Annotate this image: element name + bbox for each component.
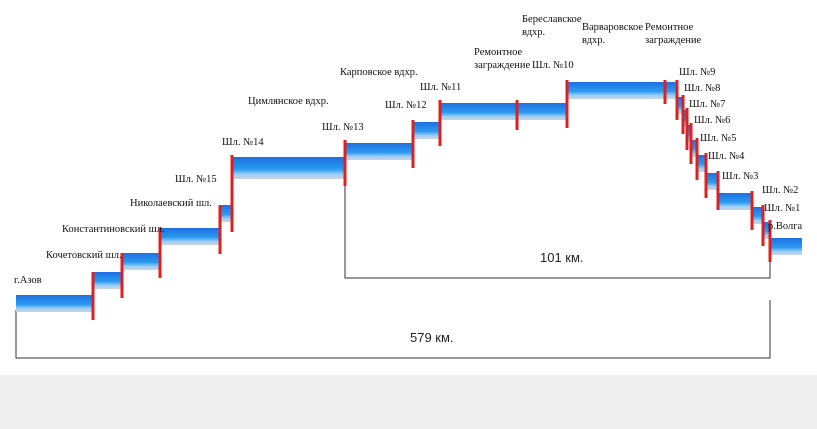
steps <box>16 80 802 320</box>
station-label: Цимлянское вдхр. <box>248 96 329 107</box>
footer-band <box>0 375 817 429</box>
station-label: Шл. №10 <box>532 60 574 71</box>
water-level <box>232 157 345 179</box>
station-label: Николаевский шл. <box>130 198 212 209</box>
bracket-101 <box>344 160 771 279</box>
water-level <box>220 205 232 222</box>
station-label: Шл. №5 <box>700 133 736 144</box>
station-label: вдхр. <box>582 35 605 46</box>
station-label: Шл. №13 <box>322 122 364 133</box>
water-level <box>122 253 160 270</box>
station-label: Шл. №6 <box>694 115 730 126</box>
water-level <box>697 155 706 172</box>
labels: г.Азов Кочетовский шл. Константиновский шл… <box>14 14 803 345</box>
water-level <box>763 222 770 239</box>
station-label: Карповское вдхр. <box>340 67 418 78</box>
water-level <box>16 295 93 312</box>
station-label: Шл. №4 <box>708 151 745 162</box>
station-label: Шл. №11 <box>420 82 461 93</box>
station-label: Шл. №3 <box>722 171 758 182</box>
station-label: Варваровское <box>582 22 643 33</box>
distance-label: 101 км. <box>540 250 584 265</box>
station-label: заграждение <box>645 35 702 46</box>
water-level <box>567 82 677 99</box>
station-label: Шл. №2 <box>762 185 798 196</box>
station-label: Шл. №12 <box>385 100 427 111</box>
station-label: Шл. №7 <box>689 99 725 110</box>
station-label: Шл. №9 <box>679 67 715 78</box>
station-label: заграждение <box>474 60 531 71</box>
station-label: Ремонтное <box>645 22 693 33</box>
station-label: Шл. №15 <box>175 174 217 185</box>
water-level <box>691 140 697 157</box>
water-level <box>770 238 802 255</box>
station-label: вдхр. <box>522 27 545 38</box>
water-level <box>718 193 752 210</box>
water-level <box>413 122 440 139</box>
station-label: Береславское <box>522 14 582 25</box>
water-level <box>683 110 687 127</box>
station-label: Ремонтное <box>474 47 522 58</box>
station-label: г.Азов <box>14 275 42 286</box>
station-label: р.Волга <box>768 221 803 232</box>
station-label: Шл. №8 <box>684 83 720 94</box>
water-level <box>345 143 413 160</box>
station-label: Константиновский шл. <box>62 224 165 235</box>
distance-label: 579 км. <box>410 330 454 345</box>
water-level <box>160 228 220 245</box>
station-label: Шл. №1 <box>764 203 800 214</box>
station-label: Кочетовский шл. <box>46 250 122 261</box>
station-label: Шл. №14 <box>222 137 264 148</box>
water-level <box>93 272 122 289</box>
water-level <box>687 125 691 142</box>
water-level <box>706 173 718 190</box>
bracket-579 <box>15 300 771 359</box>
water-level <box>440 103 567 120</box>
water-level <box>677 97 683 114</box>
water-level <box>752 207 763 224</box>
